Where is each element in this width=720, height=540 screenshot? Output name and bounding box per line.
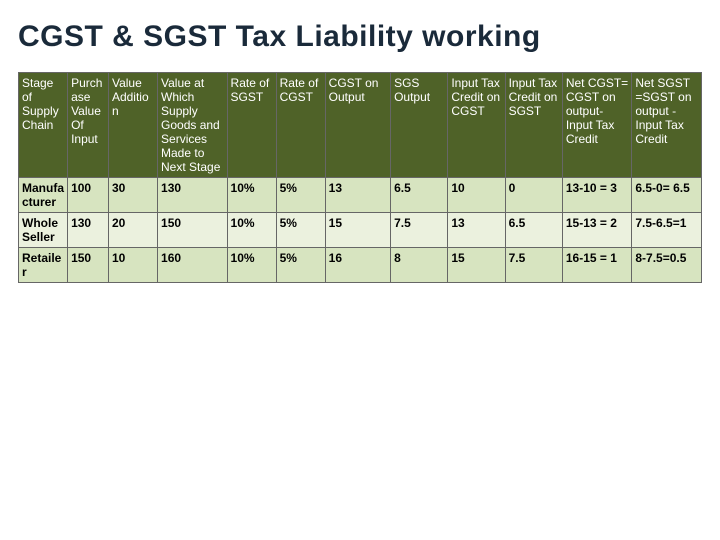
col-value-supply: Value at Which Supply Goods and Services… — [158, 73, 228, 178]
col-value-addition: Value Addition — [108, 73, 157, 178]
cell-rate-sgst: 10% — [227, 178, 276, 213]
cell-supply: 160 — [158, 248, 228, 283]
cell-rate-cgst: 5% — [276, 178, 325, 213]
cell-net-sgst: 7.5-6.5=1 — [632, 213, 702, 248]
table-row: Manufacturer 100 30 130 10% 5% 13 6.5 10… — [19, 178, 702, 213]
cell-itc-cgst: 15 — [448, 248, 505, 283]
col-sgst-output: SGS Output — [391, 73, 448, 178]
cell-supply: 130 — [158, 178, 228, 213]
cell-supply: 150 — [158, 213, 228, 248]
col-rate-sgst: Rate of SGST — [227, 73, 276, 178]
cell-purchase: 100 — [68, 178, 109, 213]
tax-liability-table: Stage of Supply Chain Purchase Value Of … — [18, 72, 702, 283]
col-purchase-value: Purchase Value Of Input — [68, 73, 109, 178]
cell-stage: Whole Seller — [19, 213, 68, 248]
cell-rate-sgst: 10% — [227, 213, 276, 248]
cell-itc-sgst: 0 — [505, 178, 562, 213]
cell-cgst-out: 16 — [325, 248, 390, 283]
cell-net-cgst: 16-15 = 1 — [562, 248, 632, 283]
cell-sgst-out: 7.5 — [391, 213, 448, 248]
table-header-row: Stage of Supply Chain Purchase Value Of … — [19, 73, 702, 178]
cell-sgst-out: 6.5 — [391, 178, 448, 213]
col-itc-sgst: Input Tax Credit on SGST — [505, 73, 562, 178]
page-title: CGST & SGST Tax Liability working — [18, 20, 702, 54]
col-rate-cgst: Rate of CGST — [276, 73, 325, 178]
cell-net-sgst: 8-7.5=0.5 — [632, 248, 702, 283]
col-itc-cgst: Input Tax Credit on CGST — [448, 73, 505, 178]
cell-stage: Retailer — [19, 248, 68, 283]
cell-addition: 20 — [108, 213, 157, 248]
cell-stage: Manufacturer — [19, 178, 68, 213]
cell-itc-sgst: 6.5 — [505, 213, 562, 248]
cell-cgst-out: 15 — [325, 213, 390, 248]
cell-rate-sgst: 10% — [227, 248, 276, 283]
col-net-sgst: Net SGST =SGST on output -Input Tax Cred… — [632, 73, 702, 178]
cell-rate-cgst: 5% — [276, 213, 325, 248]
cell-net-sgst: 6.5-0= 6.5 — [632, 178, 702, 213]
cell-purchase: 150 — [68, 248, 109, 283]
col-net-cgst: Net CGST= CGST on output-Input Tax Credi… — [562, 73, 632, 178]
cell-itc-cgst: 10 — [448, 178, 505, 213]
cell-rate-cgst: 5% — [276, 248, 325, 283]
col-stage: Stage of Supply Chain — [19, 73, 68, 178]
table-row: Retailer 150 10 160 10% 5% 16 8 15 7.5 1… — [19, 248, 702, 283]
cell-net-cgst: 13-10 = 3 — [562, 178, 632, 213]
cell-addition: 10 — [108, 248, 157, 283]
cell-sgst-out: 8 — [391, 248, 448, 283]
col-cgst-output: CGST on Output — [325, 73, 390, 178]
cell-addition: 30 — [108, 178, 157, 213]
table-row: Whole Seller 130 20 150 10% 5% 15 7.5 13… — [19, 213, 702, 248]
cell-itc-cgst: 13 — [448, 213, 505, 248]
cell-itc-sgst: 7.5 — [505, 248, 562, 283]
cell-cgst-out: 13 — [325, 178, 390, 213]
cell-purchase: 130 — [68, 213, 109, 248]
cell-net-cgst: 15-13 = 2 — [562, 213, 632, 248]
